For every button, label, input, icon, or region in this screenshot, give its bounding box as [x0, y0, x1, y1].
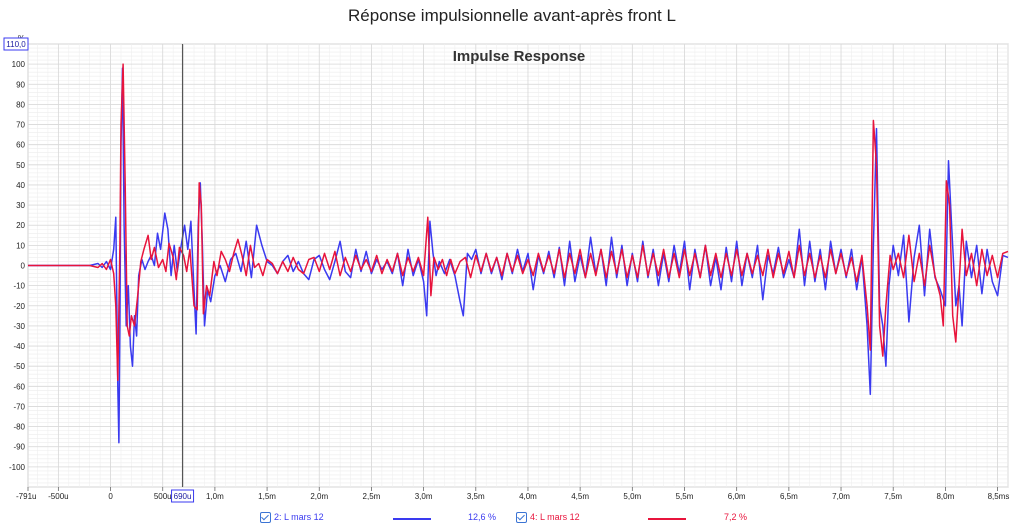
y-tick-label: -40: [13, 342, 25, 351]
series-line-2[interactable]: [28, 63, 1009, 382]
x-tick-label: 5,0m: [623, 492, 641, 501]
y-tick-label: -90: [13, 443, 25, 452]
legend-checkbox-2[interactable]: [516, 512, 527, 524]
window-title: Réponse impulsionnelle avant-après front…: [348, 6, 676, 25]
y-tick-label: 30: [16, 201, 25, 210]
y-tick-label: 20: [16, 221, 25, 230]
legend-value-2: 7,2 %: [724, 512, 748, 522]
y-tick-label: -10: [13, 282, 25, 291]
y-tick-label: 100: [12, 60, 26, 69]
cursor-readout-box: [171, 489, 195, 503]
x-tick-label: 500u: [154, 492, 172, 501]
legend-checkbox-1[interactable]: [260, 512, 271, 524]
x-tick-label: 1,5m: [258, 492, 276, 501]
x-tick-label: 6,0m: [728, 492, 746, 501]
legend-item-2[interactable]: 4: L mars 12: [516, 512, 580, 524]
cursor-readout[interactable]: 690u: [171, 489, 195, 503]
x-tick-label: 7,0m: [832, 492, 850, 501]
legend-item-1[interactable]: 2: L mars 12: [260, 512, 324, 524]
chart-title: Impulse Response: [453, 48, 586, 65]
y-tick-label: 60: [16, 141, 25, 150]
y-tick-label: -60: [13, 382, 25, 391]
y-tick-label: 80: [16, 100, 25, 109]
legend-swatch-1: [393, 518, 431, 520]
y-tick-label: -100: [9, 463, 26, 472]
y-tick-label: 50: [16, 161, 25, 170]
y-tick-label: 40: [16, 181, 25, 190]
x-tick-label: 8,5ms: [988, 492, 1010, 501]
y-tick-label: -70: [13, 402, 25, 411]
x-tick-label: 2,5m: [363, 492, 381, 501]
y-tick-label: -30: [13, 322, 25, 331]
y-tick-label: 90: [16, 80, 25, 89]
x-tick-label: 4,0m: [519, 492, 537, 501]
legend-value-1: 12,6 %: [468, 512, 497, 522]
x-tick-label: 2,0m: [310, 492, 328, 501]
legend-swatch-2: [648, 518, 686, 520]
x-tick-label: 0: [108, 492, 113, 501]
x-tick-label: 8,0m: [936, 492, 954, 501]
x-tick-label: 5,5m: [676, 492, 694, 501]
y-max-box: [3, 37, 29, 51]
y-tick-label: 10: [16, 241, 25, 250]
x-tick-label: -791u: [16, 492, 36, 501]
x-tick-label: 6,5m: [780, 492, 798, 501]
y-max-text: 110,0: [6, 40, 26, 49]
y-max-readout[interactable]: 110,0: [3, 37, 29, 51]
legend-label-2: 4: L mars 12: [530, 512, 580, 522]
y-tick-label: -20: [13, 302, 25, 311]
legend-label-1: 2: L mars 12: [274, 512, 324, 522]
x-tick-label: 1,0m: [206, 492, 224, 501]
y-tick-label: 0: [21, 262, 26, 271]
x-tick-label: 3,5m: [467, 492, 485, 501]
y-tick-label: -50: [13, 362, 25, 371]
x-tick-label: 3,0m: [415, 492, 433, 501]
x-tick-label: 7,5m: [884, 492, 902, 501]
y-tick-label: -80: [13, 423, 25, 432]
y-tick-label: 70: [16, 121, 25, 130]
x-tick-label: 4,5m: [571, 492, 589, 501]
x-tick-label: -500u: [48, 492, 68, 501]
cursor-readout-text: 690u: [174, 492, 192, 501]
